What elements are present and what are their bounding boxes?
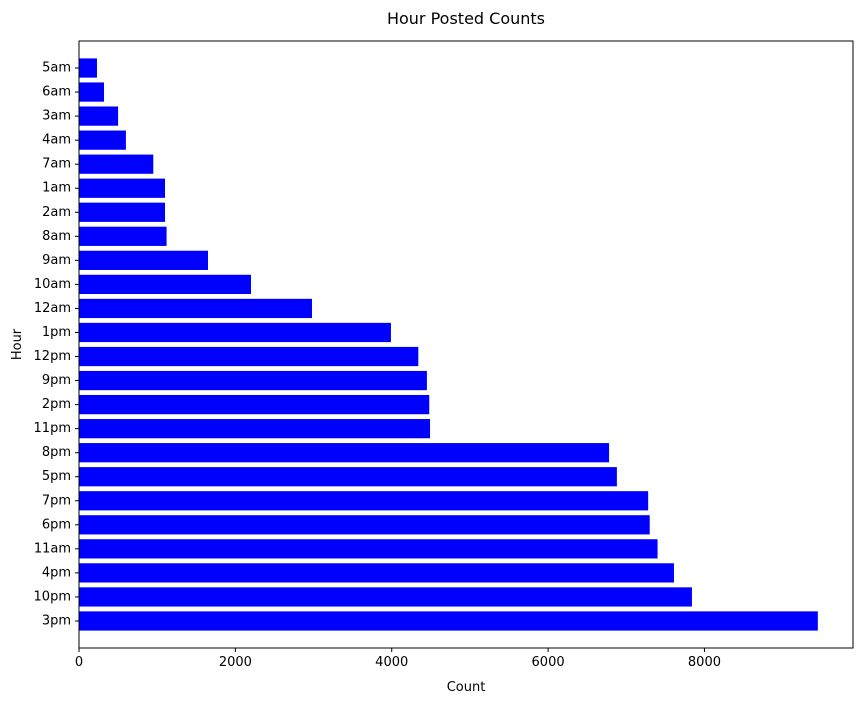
bar-6pm [79,515,650,535]
bar-11pm [79,419,431,439]
bar-5am [79,58,97,78]
bar-9am [79,250,208,270]
bar-3am [79,106,119,126]
bar-12pm [79,346,419,367]
y-tick-label: 2pm [42,397,71,412]
x-tick-label: 6000 [532,655,565,670]
bars-group [79,58,818,631]
y-tick-label: 3pm [42,613,71,628]
bar-10am [79,274,251,295]
bar-4am [79,130,126,150]
x-axis-ticks: 0 2000 4000 6000 8000 [75,648,721,670]
x-axis-label: Count [447,680,486,695]
y-tick-label: 6am [42,85,71,100]
y-tick-label: 11am [34,541,71,556]
y-tick-label: 5pm [42,469,71,484]
bar-7am [79,154,154,174]
bar-10pm [79,587,692,607]
bar-4pm [79,563,674,583]
bar-11am [79,539,658,559]
y-tick-label: 5am [42,61,71,76]
chart-title: Hour Posted Counts [387,9,545,28]
y-tick-label: 9pm [42,373,71,388]
bar-1am [79,178,165,198]
bar-7pm [79,491,649,511]
y-tick-label: 7am [42,157,71,172]
y-tick-label: 3am [42,109,71,124]
y-tick-label: 8pm [42,445,71,460]
bar-6am [79,82,105,102]
y-tick-label: 4am [42,133,71,148]
y-tick-label: 8am [42,229,71,244]
bar-3pm [79,611,818,631]
x-tick-label: 0 [75,655,83,670]
y-tick-label: 9am [42,253,71,268]
x-tick-label: 8000 [688,655,721,670]
bar-8am [79,226,167,246]
x-tick-label: 2000 [219,655,252,670]
y-tick-label: 10pm [34,589,71,604]
bar-2pm [79,394,430,415]
y-axis-ticks: 3pm 10pm 4pm 11am 6pm 7pm 5pm 8pm 11pm 2pm 9pm 12pm… [34,61,79,628]
y-tick-label: 11pm [34,421,71,436]
y-tick-label: 6pm [42,517,71,532]
y-tick-label: 10am [34,277,71,292]
bar-8pm [79,443,610,463]
bar-12am [79,298,312,319]
plot-frame [78,40,854,649]
y-tick-label: 7pm [42,493,71,508]
bar-9pm [79,370,427,391]
x-tick-label: 4000 [375,655,408,670]
y-tick-label: 12pm [34,349,71,364]
y-tick-label: 1am [42,181,71,196]
y-tick-label: 4pm [42,565,71,580]
y-tick-label: 12am [34,301,71,316]
y-tick-label: 2am [42,205,71,220]
y-tick-label: 1pm [42,325,71,340]
bar-5pm [79,467,617,487]
bar-2am [79,202,165,222]
y-axis-label: Hour [10,328,25,360]
bar-1pm [79,322,391,343]
